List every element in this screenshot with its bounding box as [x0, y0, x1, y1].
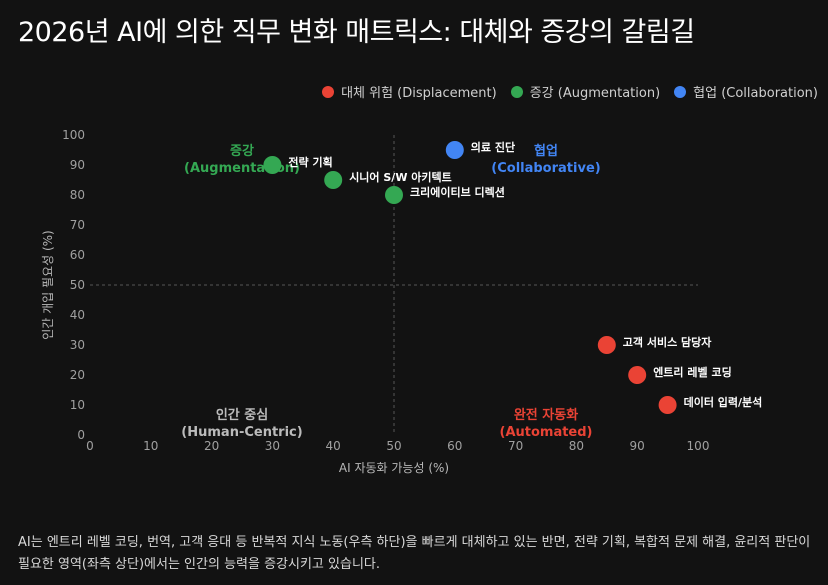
quadrant-label-subtitle: (Augmentation) — [184, 161, 300, 176]
x-tick-label: 60 — [447, 439, 462, 453]
data-point-label: 엔트리 레벨 코딩 — [653, 365, 732, 379]
quadrant-label-subtitle: (Automated) — [500, 425, 593, 440]
page-title: 2026년 AI에 의한 직무 변화 매트릭스: 대체와 증강의 갈림길 — [18, 17, 695, 48]
x-tick-label: 50 — [386, 439, 401, 453]
x-tick-label: 30 — [265, 439, 280, 453]
data-point-label: 데이터 입력/분석 — [684, 395, 763, 409]
data-point — [597, 336, 616, 354]
x-tick-label: 0 — [86, 439, 94, 453]
data-point — [628, 366, 647, 384]
y-tick-label: 0 — [77, 428, 85, 442]
data-point — [385, 186, 403, 204]
y-tick-label: 10 — [70, 398, 85, 412]
y-tick-label: 60 — [70, 248, 85, 262]
y-tick-label: 70 — [70, 218, 85, 232]
y-tick-label: 20 — [70, 368, 85, 382]
x-tick-label: 80 — [569, 439, 584, 453]
y-tick-label: 50 — [70, 278, 85, 292]
legend-item-augmentation[interactable]: 증강 (Augmentation) — [510, 82, 661, 101]
y-tick-label: 40 — [70, 308, 85, 322]
x-tick-label: 20 — [204, 439, 219, 453]
quadrant-label-subtitle: (Human-Centric) — [181, 425, 302, 440]
x-tick-label: 100 — [687, 439, 710, 453]
data-point — [263, 156, 282, 174]
y-tick-label: 80 — [70, 188, 85, 202]
y-tick-label: 100 — [62, 128, 85, 142]
legend-label-augmentation: 증강 (Augmentation) — [529, 86, 661, 101]
x-tick-label: 90 — [630, 439, 645, 453]
data-point — [445, 141, 464, 159]
y-axis-label: 인간 개입 필요성 (%) — [41, 230, 55, 340]
legend-dot-collaboration — [674, 85, 687, 98]
chart-legend: 대체 위험 (Displacement) 증강 (Augmentation) 협… — [322, 82, 818, 101]
data-point-label: 전략 기획 — [288, 155, 332, 169]
x-tick-label: 10 — [143, 439, 158, 453]
quadrant-label-title: 완전 자동화 — [514, 407, 578, 423]
legend-item-collaboration[interactable]: 협업 (Collaboration) — [674, 82, 818, 101]
y-tick-label: 90 — [70, 158, 85, 172]
quadrant-label-title: 협업 — [534, 143, 558, 159]
data-point — [658, 396, 677, 414]
quadrant-label-title: 인간 중심 — [216, 407, 268, 423]
quadrant-label-title: 증강 — [230, 143, 254, 159]
legend-label-collaboration: 협업 (Collaboration) — [693, 86, 818, 101]
x-tick-label: 40 — [326, 439, 341, 453]
x-tick-label: 70 — [508, 439, 523, 453]
legend-item-displacement[interactable]: 대체 위험 (Displacement) — [322, 82, 497, 101]
chart-caption: AI는 엔트리 레벨 코딩, 번역, 고객 응대 등 반복적 지식 노동(우측 … — [18, 535, 811, 572]
legend-dot-augmentation — [510, 85, 523, 98]
data-point-label: 의료 진단 — [471, 140, 515, 154]
legend-label-displacement: 대체 위험 (Displacement) — [341, 86, 497, 101]
legend-dot-displacement — [322, 85, 335, 98]
y-tick-label: 30 — [70, 338, 85, 352]
x-axis-label: AI 자동화 가능성 (%) — [339, 461, 449, 475]
data-point-label: 크리에이티브 디렉션 — [410, 185, 505, 199]
data-point-label: 고객 서비스 담당자 — [623, 335, 712, 349]
quadrant-label-subtitle: (Collaborative) — [491, 161, 600, 176]
data-point — [324, 171, 343, 189]
data-point-label: 시니어 S/W 아키텍트 — [349, 170, 452, 184]
